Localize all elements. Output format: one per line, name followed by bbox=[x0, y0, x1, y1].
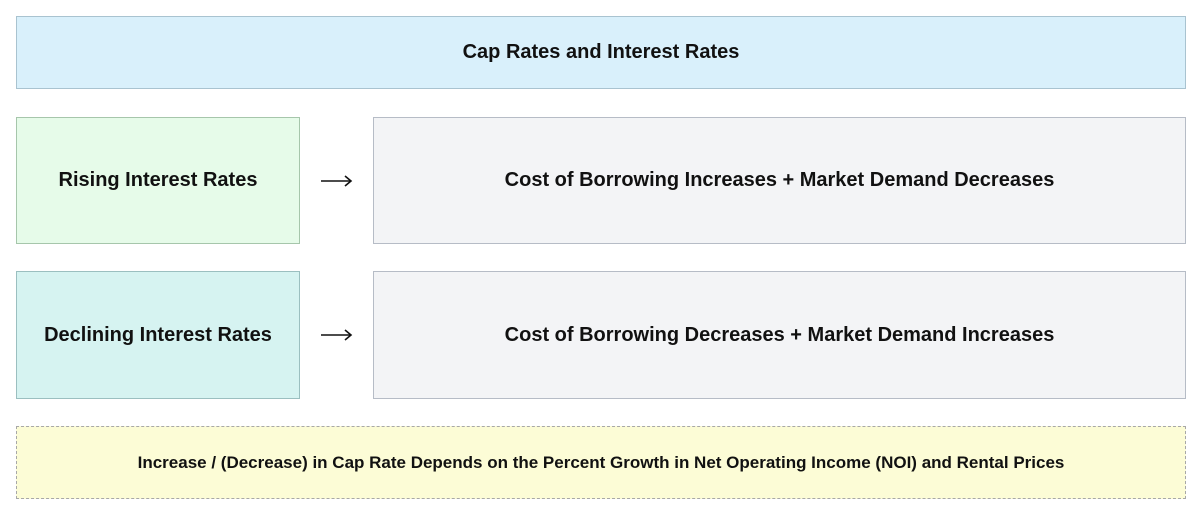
declining-interest-rates-box: Declining Interest Rates bbox=[16, 271, 300, 399]
rising-rates-effect-box: Cost of Borrowing Increases + Market Dem… bbox=[373, 117, 1186, 244]
declining-interest-rates-label: Declining Interest Rates bbox=[44, 323, 272, 346]
diagram-title-text: Cap Rates and Interest Rates bbox=[462, 41, 740, 63]
rising-interest-rates-label: Rising Interest Rates bbox=[58, 169, 258, 191]
rising-rates-effect-label: Cost of Borrowing Increases + Market Dem… bbox=[504, 169, 1055, 191]
arrow-right-icon bbox=[317, 166, 357, 196]
declining-rates-effect-label: Cost of Borrowing Decreases + Market Dem… bbox=[504, 323, 1055, 346]
cap-rate-note-text: Increase / (Decrease) in Cap Rate Depend… bbox=[137, 452, 1065, 472]
declining-rates-effect-box: Cost of Borrowing Decreases + Market Dem… bbox=[373, 271, 1186, 399]
rising-interest-rates-box: Rising Interest Rates bbox=[16, 117, 300, 244]
arrow-right-icon bbox=[317, 320, 357, 350]
diagram-title: Cap Rates and Interest Rates bbox=[16, 16, 1186, 89]
cap-rate-note-box: Increase / (Decrease) in Cap Rate Depend… bbox=[16, 426, 1186, 499]
